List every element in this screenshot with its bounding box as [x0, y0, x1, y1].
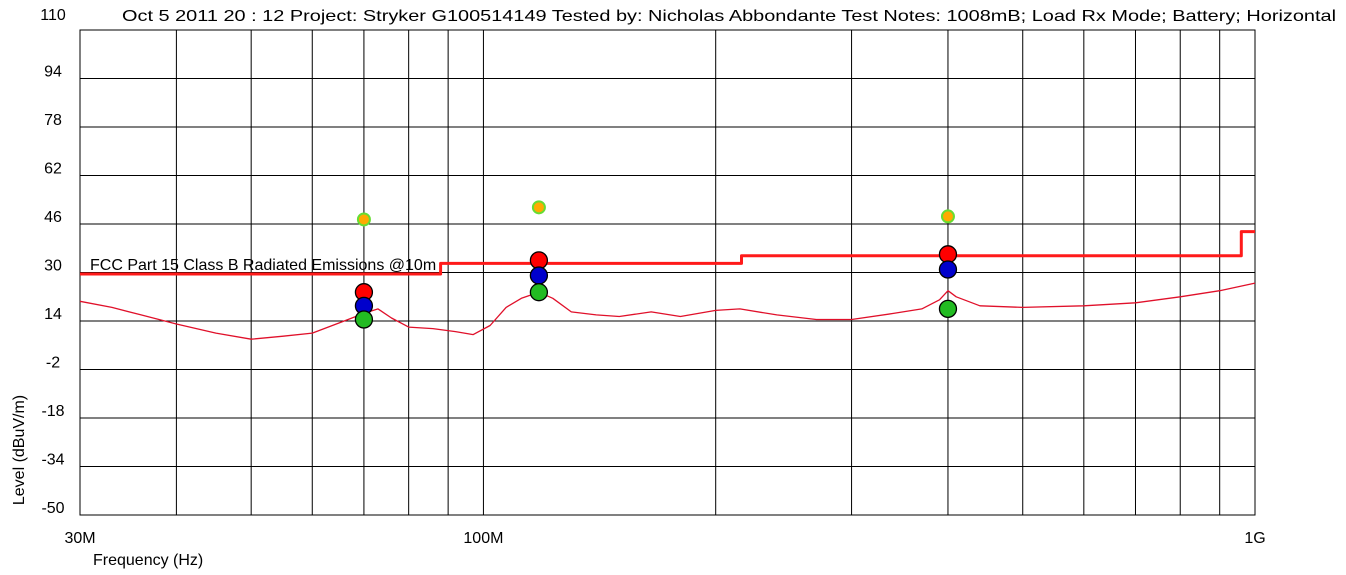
y-tick-label: -2 — [46, 355, 60, 372]
data-marker — [940, 209, 955, 224]
y-tick-label: 30 — [44, 258, 62, 275]
y-tick-label: 110 — [40, 7, 66, 24]
data-marker — [529, 283, 549, 302]
y-tick-label: -18 — [41, 403, 64, 420]
data-marker — [531, 200, 546, 215]
chart-title: Oct 5 2011 20 : 12 Project: Stryker G100… — [122, 8, 1336, 25]
y-tick-label: -34 — [41, 452, 64, 469]
x-tick-label: 30M — [64, 530, 95, 547]
x-tick-label: 1G — [1244, 530, 1265, 547]
y-tick-labels: 110 94 78 62 46 30 14 -2 -18 -34 -50 — [40, 7, 66, 517]
x-tick-labels: 30M 100M 1G — [64, 530, 1265, 547]
y-tick-label: 78 — [44, 112, 62, 129]
data-marker — [354, 310, 374, 329]
y-tick-label: 62 — [44, 161, 62, 178]
y-tick-label: 94 — [44, 64, 62, 81]
x-axis-label: Frequency (Hz) — [93, 552, 203, 569]
data-marker — [529, 266, 549, 285]
marker-layer — [354, 200, 958, 329]
y-tick-label: -50 — [41, 500, 64, 517]
emission-trace — [79, 282, 1256, 340]
data-marker — [938, 245, 958, 264]
data-marker — [938, 260, 958, 279]
series-layer — [79, 230, 1256, 340]
limit-line — [80, 230, 1255, 276]
data-marker — [938, 299, 958, 319]
limit-line-label: FCC Part 15 Class B Radiated Emissions @… — [90, 257, 436, 274]
x-tick-label: 100M — [463, 530, 503, 547]
y-tick-label: 46 — [44, 209, 62, 226]
data-marker — [356, 212, 371, 227]
y-tick-label: 14 — [44, 306, 62, 323]
y-axis-label: Level (dBuV/m) — [11, 395, 28, 505]
data-marker — [529, 251, 549, 270]
